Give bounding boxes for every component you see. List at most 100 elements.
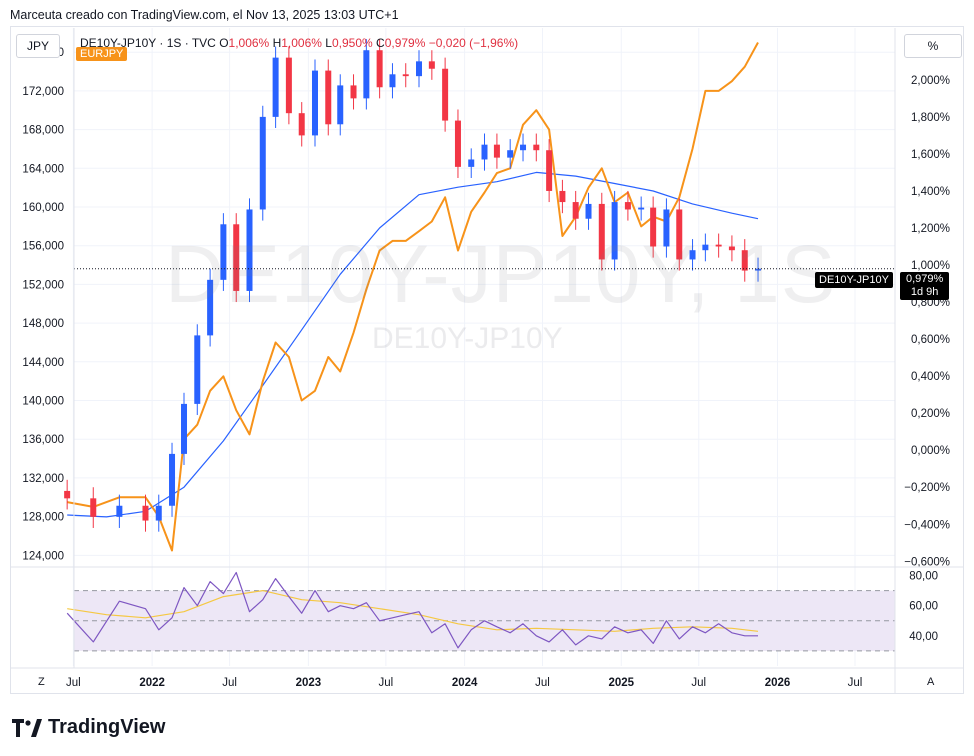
candle-body [585,203,592,219]
x-axis-tick: Jul [848,677,863,689]
candle-body [741,250,748,271]
right-axis-tick: −0,200% [904,482,950,494]
currency-badge[interactable]: JPY [16,34,60,58]
right-axis-tick: 1,800% [911,112,950,124]
series-name-tag: DE10Y-JP10Y [815,272,893,288]
x-axis-tick: Jul [222,677,237,689]
series-legend: DE10Y-JP10Y · 1S · TVC O1,006% H1,006% L… [80,36,518,50]
x-axis-tick: Jul [378,677,393,689]
candle-body [194,335,201,404]
right-axis-tick: 0,600% [911,334,950,346]
left-axis-tick: 168,000 [22,125,64,137]
right-axis-tick: 0,800% [911,297,950,309]
left-axis-tick: 164,000 [22,163,64,175]
candle-body [402,74,409,77]
x-axis-tick: 2026 [765,677,791,689]
rsi-axis-tick: 40,00 [909,631,938,643]
moving-average-line [67,171,759,518]
candle-body [298,113,305,136]
rsi-axis-tick: 60,00 [909,601,938,613]
x-axis-tick: Jul [535,677,550,689]
candle-body [246,209,253,291]
candle-body [663,209,670,247]
candle-body [363,50,370,99]
candle-body [90,498,97,517]
x-axis-tick: Jul [691,677,706,689]
candle-body [454,120,461,167]
candle-body [142,505,149,521]
chart-frame [10,26,964,694]
percent-scale-badge[interactable]: % [904,34,962,58]
last-value-label: 0,979% 1d 9h [900,272,950,300]
right-axis-tick: 1,600% [911,149,950,161]
axis-layer: 176,000172,000168,000164,000160,000156,0… [10,28,964,694]
left-axis-tick: 140,000 [22,396,64,408]
legend-symbol: DE10Y-JP10Y · 1S · TVC [80,36,216,50]
candle-body [676,209,683,260]
legend-close-value: 0,979% [384,36,426,50]
last-value: 0,979% [906,273,944,285]
x-axis-tick: 2022 [139,677,165,689]
candle-body [337,85,344,125]
candle-body [598,203,605,260]
x-axis-tick: 2025 [608,677,634,689]
rsi-line [66,571,758,649]
candle-body [481,144,488,160]
candle-body [325,70,332,125]
auto-scale-button[interactable]: A [927,676,935,688]
candle-body [728,246,735,251]
candle-body [389,74,396,88]
rsi-ma-line [67,589,759,632]
candle-body [181,403,188,454]
candle-body [376,50,383,88]
candle-body [416,61,423,77]
candle-body [755,268,762,271]
candle-body [220,224,227,280]
candle-body [311,70,318,136]
candle-body [493,144,500,158]
left-axis-tick: 132,000 [22,473,64,485]
candle-body [546,150,553,191]
legend-open-label: O [219,36,229,50]
bar-countdown: 1d 9h [910,286,939,298]
left-axis-tick: 128,000 [22,512,64,524]
candle-body [702,244,709,251]
candle-body [520,144,527,151]
rsi-pane [66,571,895,652]
candle-body [468,159,475,167]
legend-change: −0,020 (−1,96%) [428,36,519,50]
candle-body [559,190,566,203]
watermark-subtitle: DE10Y-JP10Y [372,322,563,355]
rsi-axis-tick: 80,00 [909,571,938,583]
candle-body [638,207,645,210]
zoom-reset-button[interactable]: Z [38,676,45,688]
left-axis-tick: 124,000 [22,550,64,562]
candle-body [442,68,449,121]
candle-body [689,250,696,260]
candle-body [715,244,722,247]
candle-body [650,207,657,247]
left-axis-tick: 136,000 [22,434,64,446]
legend-open-value: 1,006% [228,36,270,50]
x-axis-tick: 2023 [296,677,322,689]
candle-body [428,61,435,69]
right-axis-tick: 0,200% [911,408,950,420]
candle-body [272,57,279,117]
candle-body [285,57,292,114]
legend-close-label: C [376,36,385,50]
price-pane [64,39,895,552]
legend-high-label: H [272,36,282,50]
eurjpy-legend-tag[interactable]: EURJPY [76,47,128,61]
left-axis-tick: 148,000 [22,318,64,330]
candle-body [350,85,357,99]
right-axis-tick: 1,200% [911,223,950,235]
left-axis-tick: 156,000 [22,241,64,253]
candle-body [611,202,618,260]
candle-body [507,150,514,158]
candle-body [155,505,162,521]
candle-body [64,490,71,499]
right-axis-tick: 1,000% [911,260,950,272]
x-axis-tick: Jul [66,677,81,689]
right-axis-tick: −0,600% [904,556,950,568]
